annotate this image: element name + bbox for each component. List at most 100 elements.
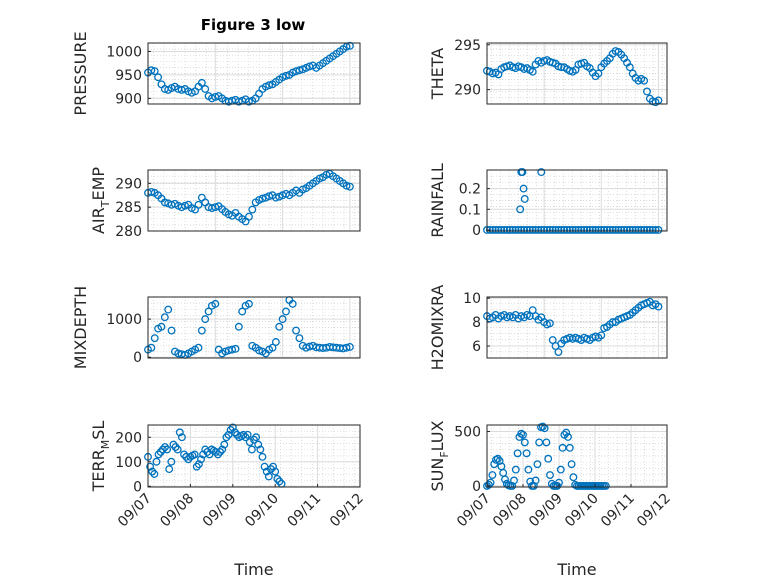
data-point: [605, 226, 614, 234]
data-point: [255, 346, 263, 355]
data-point: [517, 226, 526, 234]
data-point: [214, 450, 222, 459]
data-point: [494, 226, 503, 234]
y-tick-label: 950: [115, 68, 142, 84]
data-point: [500, 226, 509, 234]
data-point: [585, 226, 594, 234]
data-point: [239, 430, 248, 439]
data-point: [545, 226, 554, 234]
data-point: [528, 226, 537, 234]
y-tick-label: 0: [472, 223, 481, 239]
data-point: [542, 438, 551, 447]
data-point: [154, 73, 163, 82]
data-point: [565, 226, 574, 234]
data-point: [190, 450, 199, 459]
y-tick-label: 10: [463, 291, 481, 307]
axes-box: [147, 169, 361, 232]
y-tick-label: 200: [115, 430, 142, 446]
y-tick-label: 500: [454, 425, 481, 441]
data-point: [161, 443, 169, 452]
data-point: [634, 226, 643, 234]
data-point: [164, 305, 173, 314]
data-point: [519, 430, 527, 439]
data-point: [554, 226, 563, 234]
y-axis-label: TERRMSL: [89, 421, 112, 493]
data-point: [254, 440, 263, 449]
y-tick-label: 0.1: [459, 202, 481, 218]
data-point: [520, 194, 529, 203]
subplot-1: 900 950 1000 PRESSURE: [71, 31, 361, 116]
data-point: [580, 226, 589, 234]
axes-box: [486, 296, 668, 359]
y-tick-label: 1000: [106, 44, 142, 60]
x-tick-label: 09/09: [526, 491, 566, 531]
data-point: [278, 315, 287, 324]
data-point: [226, 425, 235, 434]
data-point: [250, 435, 258, 444]
data-point: [519, 184, 528, 193]
data-point: [345, 342, 354, 351]
data-point: [545, 319, 554, 328]
data-point: [524, 465, 533, 474]
subplot-8: 0 500SUNFLUX09/0709/0809/0909/1009/1109/1…: [428, 420, 674, 579]
data-point: [560, 226, 569, 234]
data-point: [497, 226, 506, 234]
axes-box: [147, 424, 361, 488]
x-tick-label: 09/10: [562, 491, 602, 531]
data-point: [275, 477, 284, 486]
x-tick-label: 09/10: [242, 491, 282, 531]
y-tick-label: 280: [115, 224, 142, 240]
data-point: [591, 226, 600, 234]
data-point: [534, 226, 543, 234]
data-point: [220, 440, 229, 449]
data-point: [154, 450, 163, 459]
data-point: [268, 343, 277, 352]
data-point: [508, 226, 517, 234]
data-point: [546, 471, 554, 479]
subplot-5: 0 1000 MIXDEPTH: [71, 286, 361, 369]
y-tick-label: 0: [133, 350, 142, 366]
data-point: [271, 193, 280, 202]
data-point: [150, 67, 159, 76]
data-point: [654, 302, 663, 311]
data-point: [611, 226, 620, 234]
data-point: [243, 430, 252, 439]
data-point: [518, 168, 527, 177]
data-point: [262, 467, 271, 476]
data-point: [648, 226, 657, 234]
data-point: [245, 438, 254, 447]
data-point: [484, 480, 493, 489]
data-point: [537, 168, 546, 177]
y-tick-label: 295: [454, 38, 481, 54]
data-point: [256, 445, 265, 454]
data-point: [643, 226, 651, 234]
data-point: [245, 97, 253, 106]
data-point: [197, 455, 205, 464]
data-point: [271, 338, 280, 346]
data-point: [531, 476, 540, 485]
y-axis-label: AIRTEMP: [89, 167, 112, 234]
y-axis-label: MIXDEPTH: [71, 286, 90, 369]
data-point: [620, 226, 629, 234]
data-point: [265, 81, 274, 90]
y-tick-label: 0.2: [459, 182, 481, 198]
x-tick-label: 09/07: [115, 491, 155, 531]
data-point: [288, 299, 297, 308]
data-point: [508, 481, 517, 490]
data-point: [167, 457, 176, 466]
data-point: [543, 226, 551, 234]
data-point: [574, 226, 583, 234]
data-point: [157, 322, 166, 331]
data-point: [537, 226, 546, 234]
data-point: [211, 299, 220, 308]
subplot-4: 0 0.1 0.2 RAINFALL: [428, 163, 668, 239]
data-point: [197, 78, 206, 87]
figure-title: Figure 3 low: [201, 16, 306, 34]
data-point: [228, 423, 237, 432]
data-point: [597, 331, 606, 340]
x-tick-label: 09/07: [454, 491, 494, 531]
y-tick-label: 290: [115, 176, 142, 192]
data-point: [201, 85, 210, 93]
data-point: [556, 465, 565, 474]
